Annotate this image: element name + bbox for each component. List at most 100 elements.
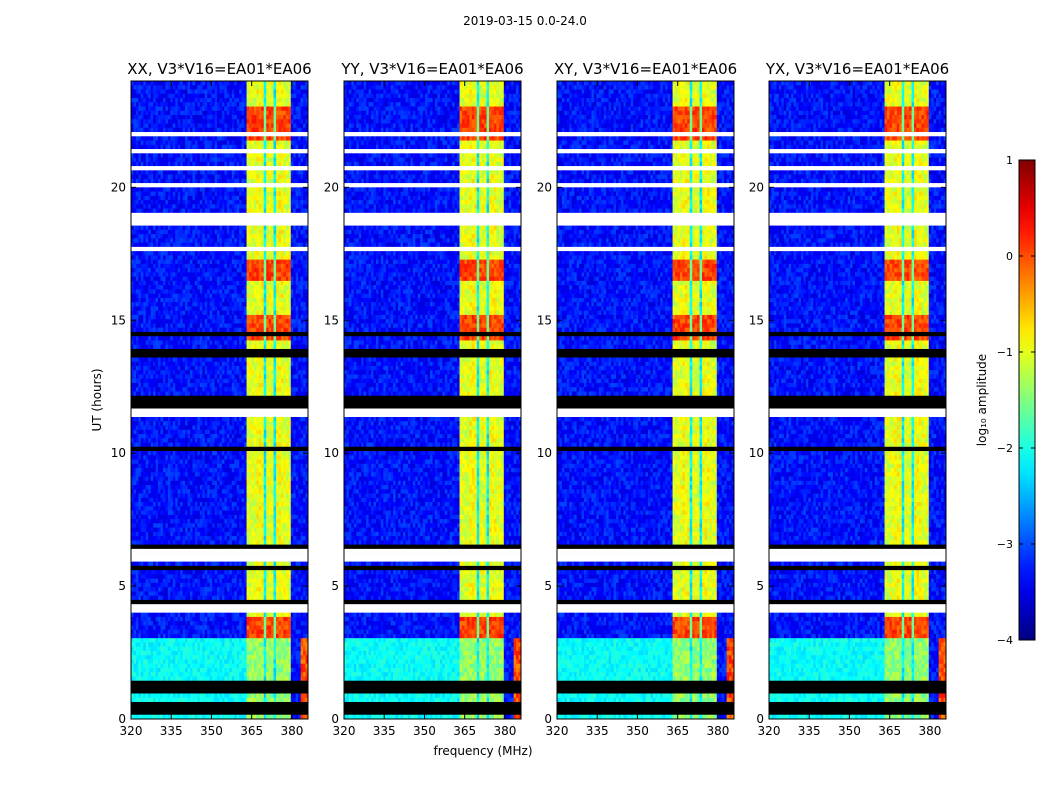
heatmap-cell — [162, 157, 166, 163]
heatmap-cell — [256, 85, 260, 90]
heatmap-cell — [253, 344, 257, 350]
heatmap-cell — [226, 310, 230, 316]
heatmap-cell — [197, 263, 201, 269]
heatmap-cell — [202, 425, 206, 431]
heatmap-cell — [229, 81, 233, 86]
heatmap-cell — [244, 293, 247, 299]
heatmap-cell — [190, 314, 193, 320]
heatmap-cell — [231, 302, 235, 307]
heatmap-cell — [155, 268, 159, 273]
heatmap-cell — [295, 310, 299, 316]
heatmap-cell — [231, 340, 235, 346]
heatmap-cell — [295, 289, 299, 295]
heatmap-cell — [263, 272, 267, 278]
heatmap-cell — [234, 174, 238, 180]
heatmap-cell — [283, 327, 287, 333]
heatmap-cell — [290, 344, 294, 350]
heatmap-cell — [244, 208, 247, 214]
heatmap-cell — [303, 344, 306, 350]
heatmap-cell — [231, 204, 235, 209]
heatmap-cell — [249, 382, 252, 388]
heatmap-cell — [266, 187, 270, 192]
heatmap-cell — [138, 263, 142, 269]
heatmap-cell — [298, 106, 301, 112]
heatmap-cell — [204, 200, 208, 205]
heatmap-cell — [180, 115, 183, 120]
heatmap-cell — [268, 170, 272, 175]
heatmap-cell — [278, 102, 282, 107]
heatmap-cell — [271, 297, 274, 303]
heatmap-cell — [209, 119, 213, 124]
heatmap-cell — [285, 93, 289, 99]
heatmap-cell — [131, 170, 134, 175]
heatmap-cell — [165, 323, 169, 329]
heatmap-cell — [167, 272, 171, 278]
heatmap-cell — [221, 251, 225, 256]
heatmap-cell — [226, 225, 230, 231]
heatmap-cell — [217, 157, 220, 163]
heatmap-cell — [261, 242, 265, 248]
heatmap-cell — [153, 272, 156, 278]
heatmap-cell — [199, 119, 203, 124]
heatmap-cell — [190, 344, 193, 350]
heatmap-cell — [258, 81, 262, 86]
heatmap-cell — [209, 200, 213, 205]
heatmap-cell — [219, 293, 223, 299]
heatmap-cell — [278, 268, 282, 273]
heatmap-cell — [239, 280, 242, 286]
heatmap-cell — [197, 157, 201, 163]
heatmap-cell — [177, 89, 181, 95]
heatmap-cell — [293, 136, 297, 141]
heatmap-cell — [135, 93, 139, 99]
heatmap-cell — [241, 438, 245, 443]
heatmap-cell — [138, 144, 142, 150]
heatmap-cell — [303, 204, 306, 209]
flagged-row — [131, 412, 308, 418]
heatmap-cell — [234, 293, 238, 299]
heatmap-cell — [239, 357, 242, 363]
heatmap-cell — [266, 174, 270, 180]
heatmap-cell — [221, 417, 225, 422]
heatmap-cell — [158, 276, 161, 282]
heatmap-cell — [143, 93, 147, 99]
heatmap-cell — [175, 136, 179, 141]
heatmap-cell — [261, 289, 265, 295]
heatmap-cell — [167, 178, 171, 184]
heatmap-cell — [202, 153, 206, 158]
heatmap-cell — [167, 438, 171, 443]
heatmap-cell — [167, 310, 171, 316]
heatmap-cell — [194, 127, 198, 133]
heatmap-cell — [271, 153, 274, 158]
heatmap-cell — [197, 195, 201, 201]
heatmap-cell — [285, 153, 289, 158]
heatmap-cell — [256, 93, 260, 99]
heatmap-cell — [138, 387, 142, 392]
heatmap-cell — [288, 136, 292, 141]
heatmap-cell — [145, 434, 149, 439]
heatmap-cell — [276, 144, 279, 150]
heatmap-cell — [285, 391, 289, 397]
heatmap-cell — [293, 370, 297, 375]
heatmap-cell — [305, 136, 308, 141]
heatmap-cell — [148, 204, 152, 209]
heatmap-cell — [246, 119, 250, 124]
heatmap-cell — [145, 229, 149, 235]
heatmap-cell — [175, 123, 179, 129]
heatmap-cell — [224, 140, 228, 146]
heatmap-cell — [204, 319, 208, 324]
heatmap-cell — [199, 93, 203, 99]
heatmap-cell — [303, 178, 306, 184]
heatmap-cell — [170, 314, 174, 320]
heatmap-cell — [177, 234, 181, 239]
heatmap-cell — [271, 387, 274, 392]
heatmap-cell — [298, 344, 301, 350]
heatmap-cell — [231, 276, 235, 282]
heatmap-cell — [153, 344, 156, 350]
heatmap-cell — [175, 242, 179, 248]
heatmap-cell — [219, 387, 223, 392]
heatmap-cell — [172, 378, 176, 384]
heatmap-cell — [226, 370, 230, 375]
heatmap-cell — [258, 85, 262, 90]
heatmap-cell — [158, 140, 161, 146]
heatmap-cell — [293, 391, 297, 397]
